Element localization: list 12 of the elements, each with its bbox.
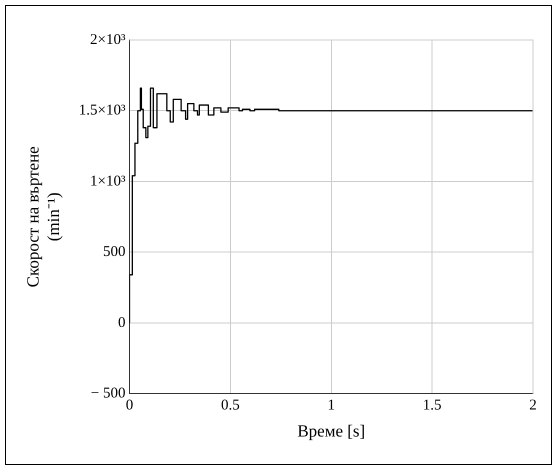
y-tick-label: − 500	[90, 386, 126, 402]
y-tick-label: 1×10³	[90, 173, 126, 190]
y-tick-label: 2×10³	[90, 32, 126, 48]
x-tick-label: 1	[328, 398, 336, 414]
y-axis-title: Скорост на въртене (min⁻¹)	[24, 146, 64, 288]
x-axis-title: Време [s]	[297, 421, 366, 440]
y-tick-label: 500	[103, 244, 126, 260]
x-tick-label: 2	[529, 398, 537, 414]
y-tick-label: 0	[118, 314, 126, 331]
x-tick-label: 1.5	[422, 398, 442, 414]
y-tick-label: 1.5×10³	[78, 102, 126, 119]
x-tick-label: 0.5	[221, 398, 240, 414]
